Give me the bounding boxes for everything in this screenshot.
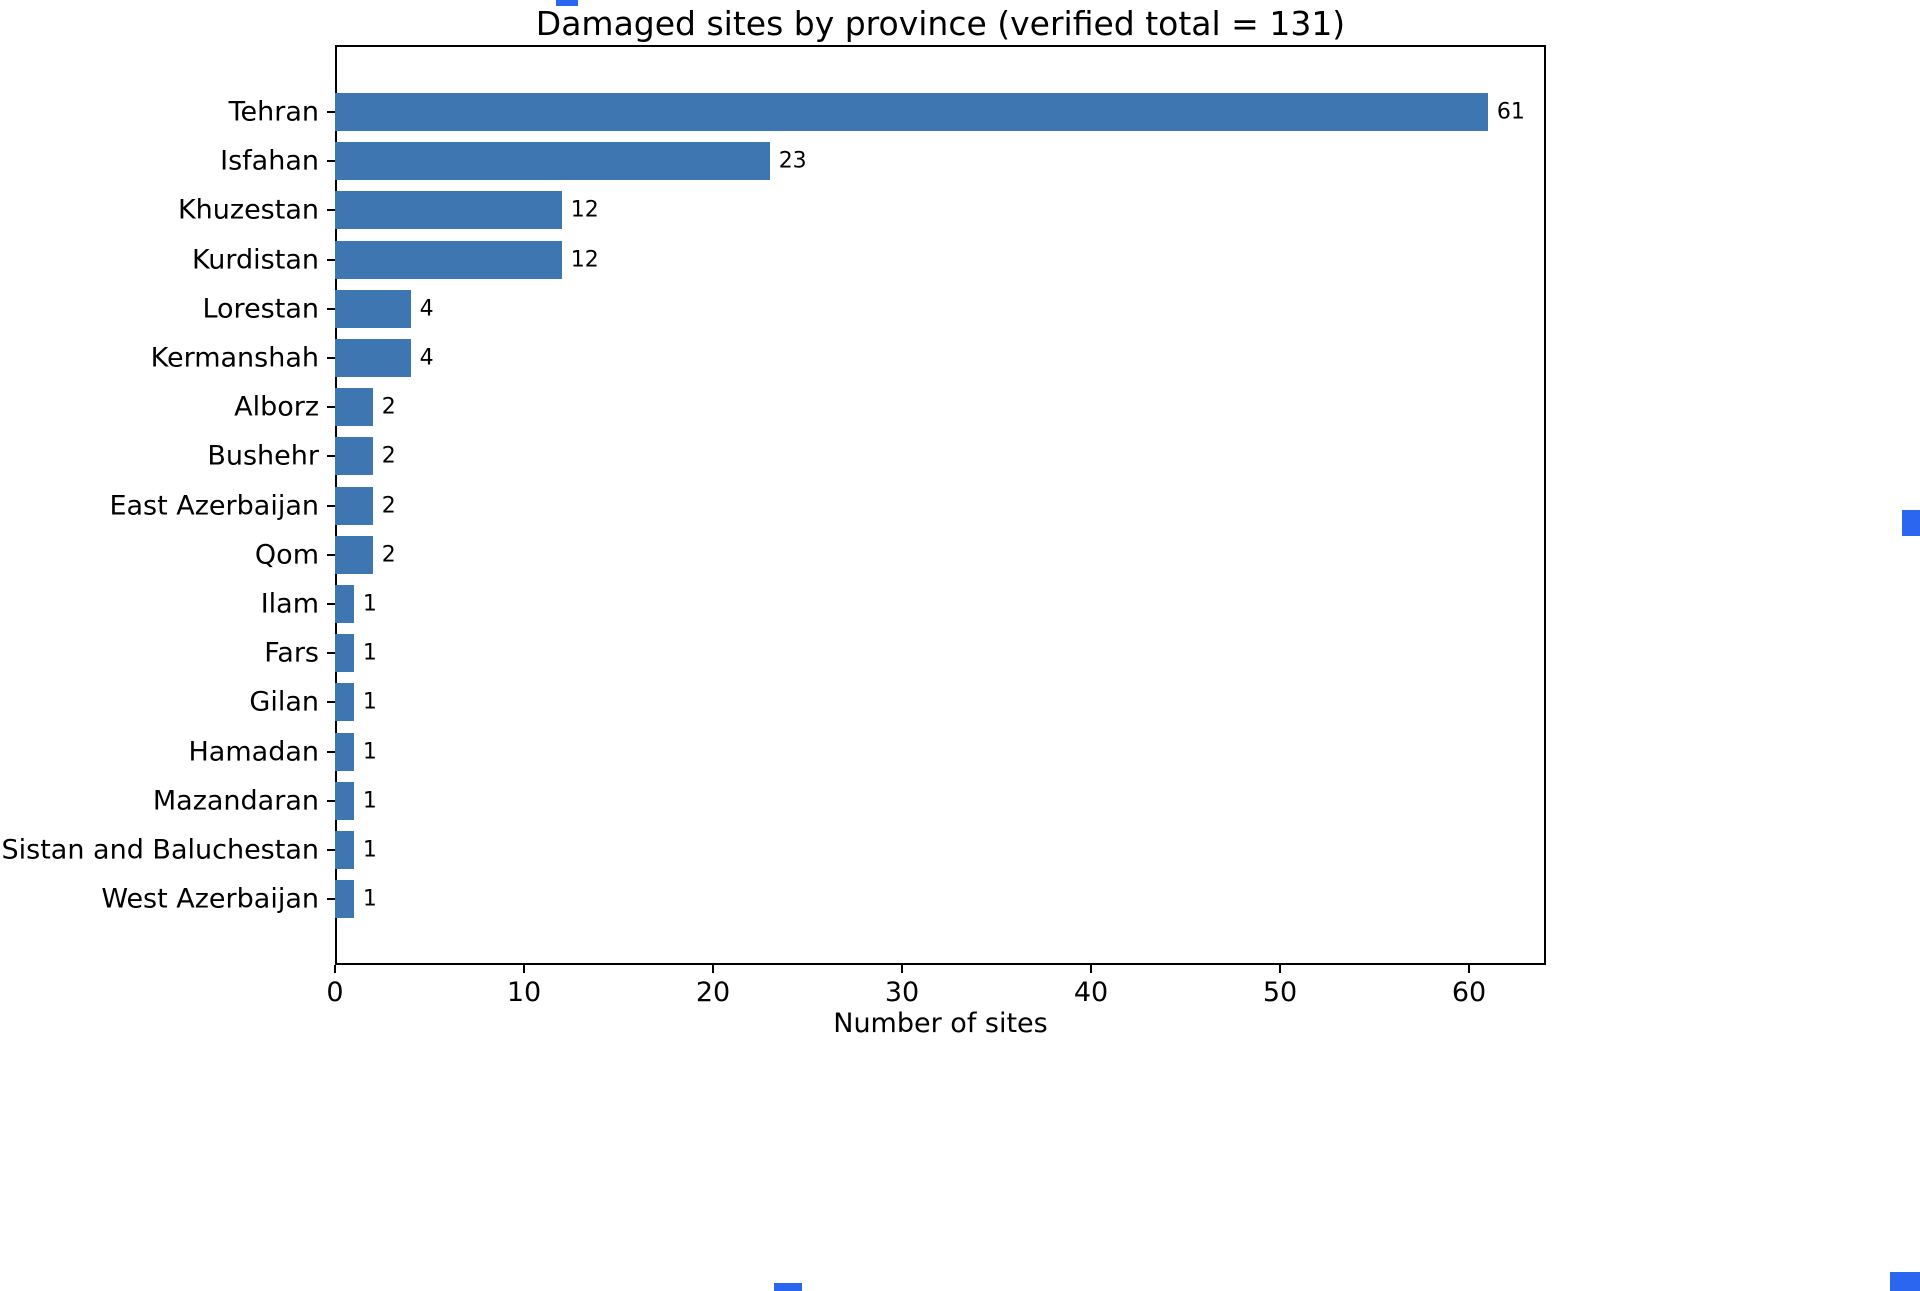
chart-bar	[335, 191, 562, 230]
x-tick-mark	[1468, 965, 1470, 973]
y-tick-mark	[327, 307, 335, 310]
y-tick-mark	[327, 849, 335, 851]
chart-bar	[335, 240, 562, 279]
y-tick-mark	[327, 258, 335, 261]
x-tick-label: 30	[884, 977, 920, 1008]
chart-bar	[335, 142, 770, 181]
x-tick-label: 20	[695, 977, 731, 1008]
bar-value-label: 1	[362, 788, 377, 814]
chart-bar	[335, 93, 1488, 131]
y-tick-mark	[327, 750, 335, 753]
y-tick-label: Isfahan	[220, 145, 319, 177]
chart-bar	[335, 535, 373, 574]
x-axis-label: Number of sites	[833, 1008, 1048, 1039]
chart-bar	[335, 339, 411, 377]
chart-bar	[335, 289, 411, 328]
y-tick-label: Mazandaran	[152, 785, 319, 817]
y-tick-mark	[327, 652, 335, 655]
y-tick-mark	[327, 209, 335, 212]
ui-artifact-bottom-right-corner	[1890, 1272, 1920, 1291]
bar-value-label: 4	[419, 345, 434, 371]
y-tick-label: Qom	[254, 539, 319, 571]
x-tick-mark	[712, 965, 714, 973]
chart-bar	[335, 486, 373, 525]
x-tick-mark	[1279, 965, 1281, 973]
bar-value-label: 2	[381, 542, 396, 568]
bar-value-label: 1	[362, 591, 377, 617]
y-tick-mark	[327, 455, 335, 458]
y-tick-mark	[327, 357, 335, 359]
chart-bar	[335, 732, 354, 771]
bar-value-label: 12	[570, 247, 599, 273]
ui-artifact-bottom-edge	[774, 1283, 802, 1291]
y-tick-label: Alborz	[234, 391, 319, 423]
y-tick-label: Tehran	[228, 96, 319, 128]
chart-bar	[335, 388, 373, 427]
bar-value-label: 12	[570, 197, 599, 223]
y-tick-label: Khuzestan	[177, 194, 319, 226]
y-tick-mark	[327, 111, 335, 113]
ui-artifact-right-edge	[1902, 510, 1920, 536]
chart-bar	[335, 683, 354, 722]
y-tick-label: Ilam	[260, 588, 319, 620]
y-tick-mark	[327, 406, 335, 409]
bar-value-label: 1	[362, 640, 377, 666]
chart-bar	[335, 585, 354, 623]
chart-bar	[335, 831, 354, 869]
y-tick-label: Bushehr	[207, 440, 319, 472]
bar-value-label: 1	[362, 886, 377, 912]
y-tick-label: Kurdistan	[191, 244, 319, 276]
y-tick-label: Fars	[264, 637, 319, 669]
y-tick-mark	[327, 160, 335, 163]
x-tick-label: 10	[506, 977, 542, 1008]
bar-value-label: 2	[381, 443, 396, 469]
bar-value-label: 23	[778, 148, 807, 174]
chart-title: Damaged sites by province (verified tota…	[535, 4, 1346, 43]
ui-artifact-top-edge	[556, 0, 578, 6]
x-tick-label: 50	[1262, 977, 1298, 1008]
x-tick-mark	[1090, 965, 1092, 973]
y-tick-label: Gilan	[249, 686, 319, 718]
y-tick-label: Hamadan	[188, 736, 320, 768]
y-tick-mark	[327, 603, 335, 605]
x-tick-mark	[334, 965, 336, 973]
y-tick-mark	[327, 799, 335, 802]
bar-value-label: 61	[1496, 99, 1525, 125]
y-tick-label: Kermanshah	[150, 342, 319, 374]
x-tick-mark	[523, 965, 525, 973]
x-tick-mark	[901, 965, 903, 973]
y-tick-label: Lorestan	[202, 293, 319, 325]
y-tick-label: East Azerbaijan	[109, 490, 319, 522]
y-tick-mark	[327, 504, 335, 507]
bar-value-label: 2	[381, 493, 396, 519]
x-tick-label: 40	[1073, 977, 1109, 1008]
bar-value-label: 1	[362, 837, 377, 863]
chart-bar	[335, 880, 354, 919]
bar-value-label: 2	[381, 394, 396, 420]
x-tick-label: 0	[326, 977, 344, 1008]
chart-bar	[335, 781, 354, 820]
y-tick-label: Sistan and Baluchestan	[1, 834, 319, 866]
y-tick-mark	[327, 553, 335, 556]
chart-bar	[335, 437, 373, 476]
y-tick-mark	[327, 898, 335, 901]
y-tick-label: West Azerbaijan	[101, 883, 319, 915]
bar-value-label: 1	[362, 689, 377, 715]
chart-bar	[335, 634, 354, 673]
y-tick-mark	[327, 701, 335, 704]
bar-value-label: 4	[419, 296, 434, 322]
plot-area	[335, 45, 1546, 965]
bar-value-label: 1	[362, 739, 377, 765]
x-tick-label: 60	[1451, 977, 1487, 1008]
